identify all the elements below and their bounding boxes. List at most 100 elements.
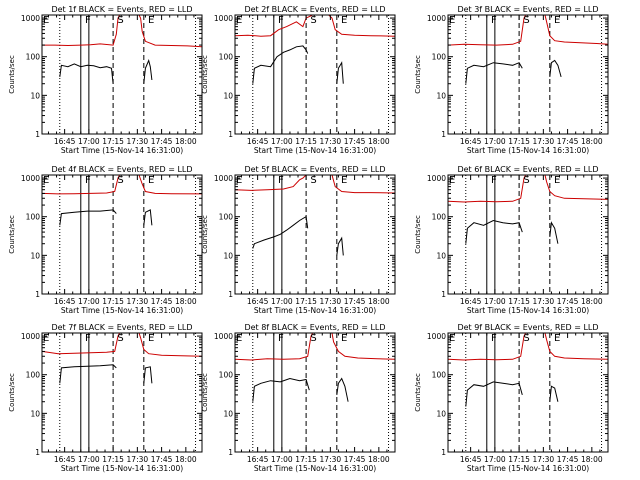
- x-tick-label: 18:00: [368, 137, 390, 146]
- x-tick-label: 17:45: [557, 297, 579, 306]
- panel-title: Det 1f BLACK = Events, RED = LLD: [51, 5, 192, 14]
- series-lld-line: [138, 333, 202, 357]
- series-lld-line: [235, 15, 313, 37]
- series-lld-line: [42, 333, 121, 355]
- plot-frame: [447, 14, 609, 135]
- event-letter-s: S: [523, 333, 529, 344]
- y-tick-label: 10: [436, 251, 446, 260]
- y-tick-label: 10: [30, 409, 40, 418]
- y-axis-label: Counts/sec: [201, 55, 209, 94]
- x-tick-label: 17:15: [295, 297, 317, 306]
- series-lld-line: [544, 333, 608, 360]
- x-axis-label: Start Time (15-Nov-14 16:31:00): [467, 306, 589, 315]
- x-tick-label: 17:15: [102, 137, 124, 146]
- y-tick-label: 1: [228, 290, 233, 299]
- plot-frame: [234, 174, 396, 295]
- series-events-line: [465, 62, 523, 84]
- event-letter-s: S: [117, 175, 123, 186]
- x-axis-label: Start Time (15-Nov-14 16:31:00): [61, 306, 183, 315]
- event-letter-e: E: [43, 15, 49, 26]
- x-tick-label: 17:15: [102, 297, 124, 306]
- y-tick-label: 1000: [427, 332, 446, 341]
- y-tick-label: 100: [26, 53, 41, 62]
- x-tick-label: 17:30: [533, 455, 555, 464]
- event-letter-f: F: [491, 175, 497, 186]
- y-tick-label: 1: [35, 290, 40, 299]
- series-events-line: [336, 61, 344, 84]
- x-tick-label: 17:30: [533, 297, 555, 306]
- series-events-line: [59, 364, 117, 384]
- plot-frame: [447, 332, 609, 453]
- y-tick-label: 100: [432, 53, 447, 62]
- x-tick-label: 18:00: [581, 137, 603, 146]
- series-lld-line: [328, 15, 395, 37]
- series-events-line: [465, 219, 523, 244]
- x-tick-label: 18:00: [368, 297, 390, 306]
- x-tick-label: 17:15: [508, 137, 530, 146]
- x-tick-label: 18:00: [581, 455, 603, 464]
- y-tick-label: 1: [441, 448, 446, 457]
- series-lld-line: [42, 175, 121, 195]
- x-tick-label: 17:15: [102, 455, 124, 464]
- series-lld-line: [331, 333, 395, 360]
- event-letter-e: E: [43, 175, 49, 186]
- plot-area: [235, 175, 395, 294]
- y-tick-label: 1: [35, 130, 40, 139]
- event-letter-f: F: [491, 15, 497, 26]
- series-events-line: [59, 209, 117, 226]
- event-letter-e: E: [554, 15, 560, 26]
- x-tick-label: 17:30: [127, 297, 149, 306]
- y-tick-label: 100: [219, 53, 234, 62]
- series-events-line: [336, 236, 344, 256]
- y-tick-label: 1000: [214, 14, 233, 23]
- x-tick-label: 17:00: [271, 297, 293, 306]
- x-axis-label: Start Time (15-Nov-14 16:31:00): [467, 464, 589, 473]
- x-tick-label: 17:30: [320, 137, 342, 146]
- event-letter-e: E: [148, 175, 154, 186]
- event-letter-e: E: [449, 15, 455, 26]
- x-tick-label: 16:45: [247, 455, 269, 464]
- x-tick-label: 18:00: [581, 297, 603, 306]
- y-tick-label: 1000: [21, 332, 40, 341]
- x-tick-label: 17:45: [151, 137, 173, 146]
- series-events-line: [549, 385, 559, 402]
- x-tick-label: 17:45: [344, 455, 366, 464]
- y-tick-label: 100: [26, 213, 41, 222]
- plot-area: [42, 333, 202, 452]
- y-tick-label: 10: [223, 251, 233, 260]
- x-axis-label: Start Time (15-Nov-14 16:31:00): [254, 146, 376, 155]
- x-tick-label: 17:30: [320, 455, 342, 464]
- x-axis-label: Start Time (15-Nov-14 16:31:00): [61, 464, 183, 473]
- y-tick-label: 10: [30, 91, 40, 100]
- series-events-line: [252, 45, 309, 84]
- y-tick-label: 10: [436, 409, 446, 418]
- x-tick-label: 17:00: [484, 137, 506, 146]
- x-tick-label: 17:45: [151, 297, 173, 306]
- series-events-line: [549, 221, 559, 244]
- x-tick-label: 18:00: [175, 137, 197, 146]
- plot-area: [448, 175, 608, 294]
- y-axis-label: Counts/sec: [8, 373, 16, 412]
- y-tick-label: 1000: [21, 174, 40, 183]
- x-tick-label: 17:45: [557, 137, 579, 146]
- y-tick-label: 10: [223, 91, 233, 100]
- event-letter-f: F: [278, 333, 284, 344]
- event-letter-e: E: [341, 175, 347, 186]
- x-tick-label: 17:30: [127, 455, 149, 464]
- x-tick-label: 17:00: [271, 455, 293, 464]
- x-tick-label: 16:45: [54, 297, 76, 306]
- event-letter-f: F: [85, 333, 91, 344]
- event-letter-f: F: [278, 15, 284, 26]
- series-events-line: [143, 366, 153, 384]
- x-tick-label: 17:00: [271, 137, 293, 146]
- event-letter-e: E: [449, 333, 455, 344]
- series-events-line: [143, 209, 153, 226]
- series-lld-line: [448, 175, 527, 203]
- event-letter-f: F: [278, 175, 284, 186]
- event-letter-e: E: [148, 333, 154, 344]
